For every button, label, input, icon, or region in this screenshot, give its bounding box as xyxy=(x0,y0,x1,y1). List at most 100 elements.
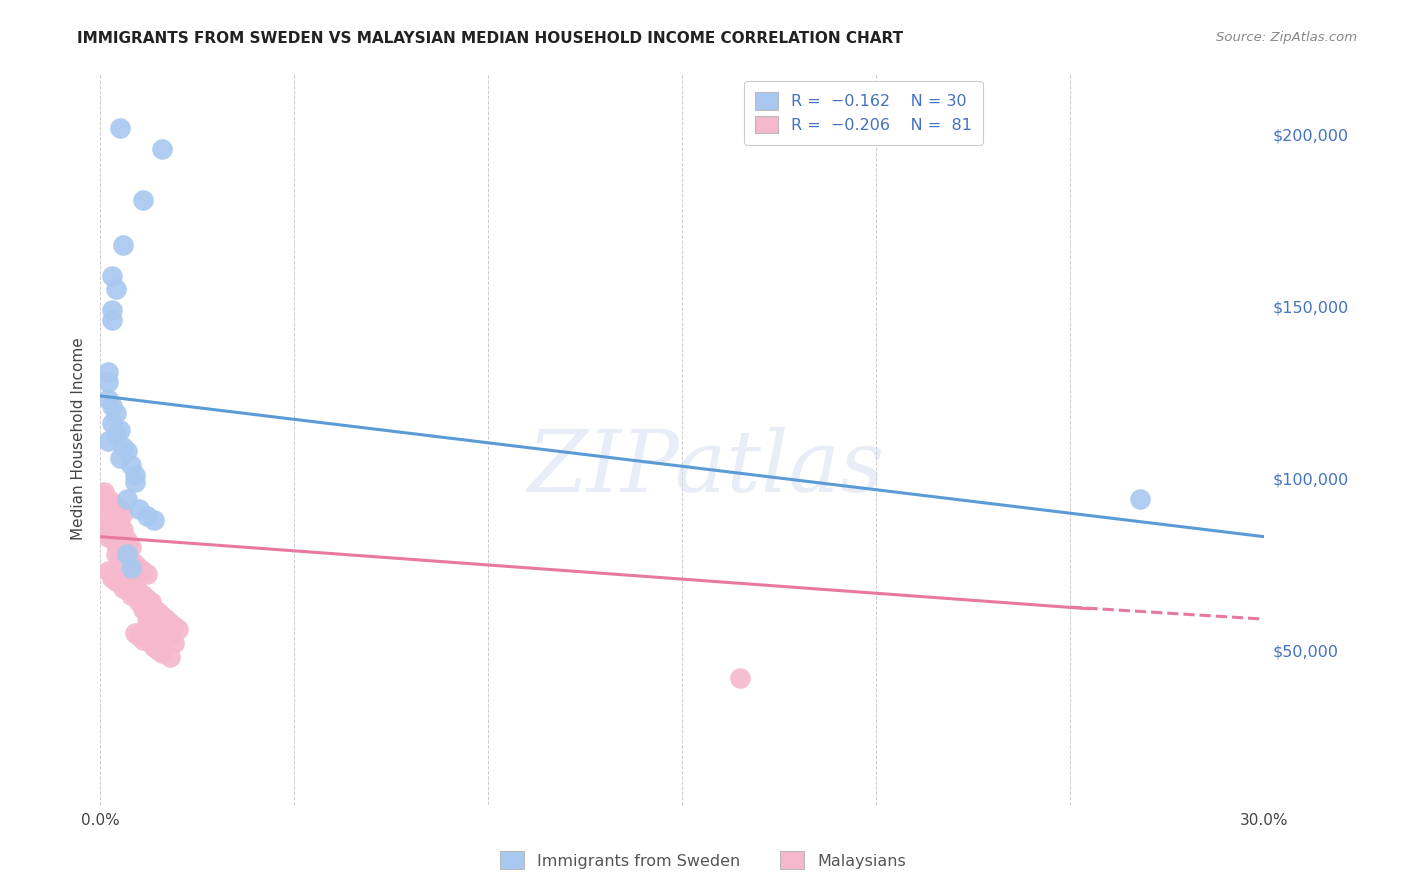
Point xyxy=(132,595,155,609)
Point xyxy=(143,512,166,526)
Point xyxy=(108,516,131,530)
Point xyxy=(139,599,162,613)
Point xyxy=(128,595,150,609)
Point xyxy=(93,523,115,537)
Point xyxy=(124,467,146,482)
Point xyxy=(97,495,120,509)
Point xyxy=(128,629,150,643)
Legend: R =  −0.162    N = 30, R =  −0.206    N =  81: R = −0.162 N = 30, R = −0.206 N = 81 xyxy=(744,81,983,145)
Point xyxy=(139,636,162,650)
Y-axis label: Median Household Income: Median Household Income xyxy=(72,337,86,541)
Point xyxy=(120,578,142,592)
Point xyxy=(104,547,127,561)
Point xyxy=(97,365,120,379)
Point xyxy=(104,536,127,550)
Point xyxy=(97,530,120,544)
Point xyxy=(112,571,135,585)
Point xyxy=(1129,491,1152,506)
Point xyxy=(100,530,122,544)
Point xyxy=(120,458,142,472)
Point xyxy=(112,581,135,595)
Point xyxy=(124,557,146,571)
Point xyxy=(104,574,127,589)
Point xyxy=(143,615,166,630)
Point xyxy=(132,193,155,207)
Point xyxy=(143,602,166,616)
Point xyxy=(117,581,139,595)
Point xyxy=(97,509,120,524)
Point xyxy=(150,623,173,637)
Point xyxy=(104,406,127,420)
Point xyxy=(135,509,157,524)
Point xyxy=(112,547,135,561)
Point xyxy=(104,509,127,524)
Point xyxy=(135,615,157,630)
Point xyxy=(128,560,150,574)
Point xyxy=(104,282,127,296)
Point xyxy=(112,523,135,537)
Point xyxy=(124,625,146,640)
Point xyxy=(132,564,155,578)
Point xyxy=(124,588,146,602)
Point xyxy=(155,612,177,626)
Point xyxy=(150,608,173,623)
Point xyxy=(117,574,139,589)
Point xyxy=(108,450,131,465)
Point xyxy=(120,554,142,568)
Point xyxy=(143,640,166,654)
Point xyxy=(100,567,122,582)
Point xyxy=(100,495,122,509)
Point xyxy=(128,502,150,516)
Point xyxy=(100,512,122,526)
Point xyxy=(97,491,120,506)
Point xyxy=(135,591,157,606)
Point xyxy=(117,550,139,565)
Point xyxy=(97,434,120,448)
Point xyxy=(124,581,146,595)
Point xyxy=(117,491,139,506)
Point xyxy=(112,441,135,455)
Point xyxy=(112,506,135,520)
Point xyxy=(120,540,142,554)
Point xyxy=(124,475,146,489)
Point xyxy=(139,595,162,609)
Point xyxy=(108,120,131,135)
Point xyxy=(97,375,120,389)
Point xyxy=(135,567,157,582)
Point xyxy=(132,602,155,616)
Point xyxy=(159,629,181,643)
Point xyxy=(112,237,135,252)
Point xyxy=(117,536,139,550)
Point xyxy=(117,547,139,561)
Point xyxy=(117,443,139,458)
Point xyxy=(166,623,188,637)
Point xyxy=(104,426,127,441)
Point xyxy=(148,605,170,619)
Point xyxy=(104,516,127,530)
Point xyxy=(150,625,173,640)
Point xyxy=(120,588,142,602)
Point xyxy=(117,533,139,548)
Point xyxy=(100,303,122,318)
Point xyxy=(100,399,122,413)
Point xyxy=(108,519,131,533)
Point xyxy=(132,632,155,647)
Point xyxy=(163,619,186,633)
Point xyxy=(93,488,115,502)
Point xyxy=(150,142,173,156)
Point xyxy=(159,615,181,630)
Legend: Immigrants from Sweden, Malaysians: Immigrants from Sweden, Malaysians xyxy=(492,844,914,877)
Point xyxy=(139,602,162,616)
Point xyxy=(97,392,120,407)
Point xyxy=(93,485,115,500)
Text: ZIPatlas: ZIPatlas xyxy=(527,426,884,509)
Point xyxy=(120,560,142,574)
Point xyxy=(97,526,120,541)
Point xyxy=(100,313,122,327)
Point xyxy=(135,608,157,623)
Point xyxy=(148,643,170,657)
Point xyxy=(97,564,120,578)
Point xyxy=(730,671,752,685)
Point xyxy=(108,502,131,516)
Point xyxy=(100,417,122,431)
